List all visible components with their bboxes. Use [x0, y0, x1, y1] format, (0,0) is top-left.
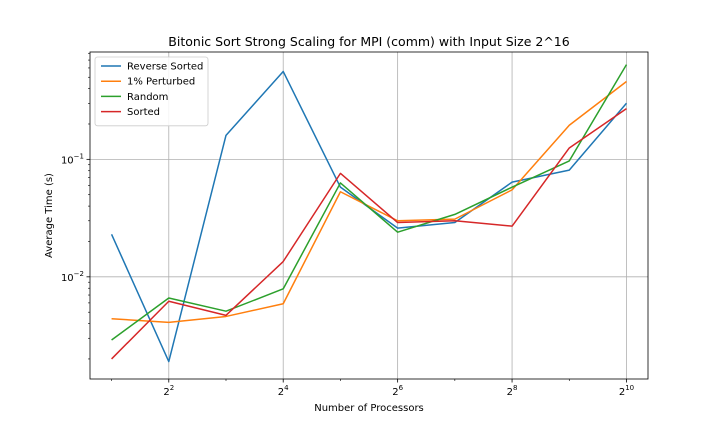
- x-tick-label: 28: [507, 384, 518, 398]
- y-tick-base: 10: [61, 273, 74, 284]
- legend-box: [94, 56, 209, 127]
- y-tick-exponent: −2: [74, 270, 84, 278]
- series-line-random: [111, 64, 628, 341]
- x-tick-exponent: 10: [625, 384, 634, 392]
- series-line-sorted: [111, 108, 627, 360]
- x-tick-exponent: 6: [399, 384, 404, 392]
- series-layer: [110, 64, 628, 363]
- x-tick-base: 2: [392, 387, 398, 398]
- x-tick-label: 210: [619, 384, 634, 398]
- y-tick-base: 10: [61, 155, 74, 166]
- y-tick-label: 10−2: [61, 270, 84, 284]
- x-tick-base: 2: [163, 387, 169, 398]
- legend-label: Sorted: [127, 107, 160, 118]
- x-tick-exponent: 8: [513, 384, 517, 392]
- series-line-1pct-perturbed: [111, 80, 627, 324]
- chart-title: Bitonic Sort Strong Scaling for MPI (com…: [168, 34, 569, 49]
- x-axis-label: Number of Processors: [314, 403, 424, 414]
- x-tick-label: 26: [392, 384, 403, 398]
- x-tick-base: 2: [619, 387, 625, 398]
- x-tick-base: 2: [507, 387, 513, 398]
- legend-label: 1% Perturbed: [127, 77, 195, 88]
- y-axis-label: Average Time (s): [44, 173, 55, 258]
- legend-label: Random: [127, 92, 168, 103]
- y-tick-exponent: −1: [74, 152, 84, 160]
- y-tick-label: 10−1: [61, 152, 84, 166]
- x-tick-label: 22: [163, 384, 174, 398]
- x-tick-label: 24: [278, 384, 289, 398]
- plot-frame: [89, 51, 649, 380]
- x-tick-exponent: 4: [284, 384, 289, 392]
- x-tick-base: 2: [278, 387, 284, 398]
- legend-label: Reverse Sorted: [127, 62, 203, 73]
- legend: Reverse Sorted 1% Perturbed Random Sorted: [94, 56, 209, 127]
- x-tick-exponent: 2: [170, 384, 174, 392]
